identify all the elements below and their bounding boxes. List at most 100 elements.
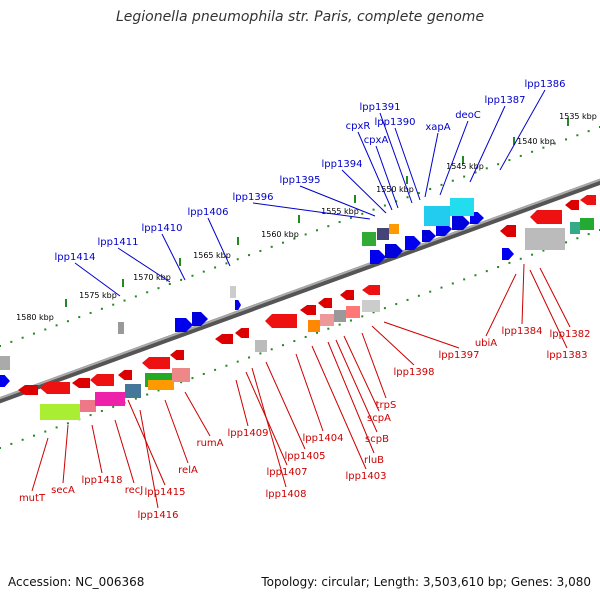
forward-gene-label: xapA xyxy=(425,122,450,133)
inner-scale-dot xyxy=(112,405,115,408)
reverse-gene-block xyxy=(580,218,594,230)
reverse-gene-block xyxy=(334,310,346,322)
backbone-highlight xyxy=(0,178,600,400)
inner-scale-dot xyxy=(293,340,296,343)
reverse-leader-line xyxy=(127,399,166,486)
genome-summary-text: Topology: circular; Length: 3,503,610 bp… xyxy=(261,575,591,589)
reverse-gene-block xyxy=(125,384,141,398)
outer-scale-dot xyxy=(0,345,1,347)
reverse-gene-label: lpp1397 xyxy=(439,350,480,361)
outer-scale-dot xyxy=(474,171,477,174)
forward-gene-label: lpp1414 xyxy=(55,252,96,263)
reverse-gene-arrow xyxy=(565,200,579,210)
outer-scale-dot xyxy=(202,270,205,273)
outer-scale-dot xyxy=(451,179,454,182)
reverse-gene-label: rluB xyxy=(364,455,384,466)
forward-gene-arrow xyxy=(192,312,208,326)
outer-scale-dot xyxy=(565,138,568,141)
inner-scale-dot xyxy=(270,348,273,351)
reverse-gene-arrow xyxy=(90,374,114,386)
reverse-gene-arrow xyxy=(500,225,516,237)
outer-scale-dot xyxy=(78,316,81,319)
inner-scale-dot xyxy=(259,352,262,355)
inner-scale-dot xyxy=(417,294,420,297)
reverse-gene-block xyxy=(95,392,125,406)
outer-scale-dot xyxy=(157,287,160,290)
reverse-gene-block xyxy=(308,320,320,332)
forward-gene-label: lpp1395 xyxy=(280,175,321,186)
inner-scale-dot xyxy=(248,356,251,359)
inner-scale-dot xyxy=(100,409,103,412)
kbp-scale: 1535 kbp 1540 kbp 1545 kbp 1550 kbp 1555 kbp… xyxy=(0,112,600,449)
outer-scale-dot xyxy=(587,130,590,133)
inner-scale-dot xyxy=(440,286,443,289)
reverse-leader-line xyxy=(164,399,189,464)
reverse-leader-line xyxy=(327,341,375,454)
outer-scale-dot xyxy=(248,254,251,257)
outer-scale-dot xyxy=(304,233,307,236)
outer-scale-dot xyxy=(10,340,13,343)
forward-leader-line xyxy=(375,145,399,209)
reverse-gene-arrow xyxy=(170,350,184,360)
inner-scale-dot xyxy=(146,393,149,396)
reverse-leader-line xyxy=(251,367,287,488)
reverse-leader-line xyxy=(383,321,460,349)
outer-scale-dot xyxy=(225,262,228,265)
reverse-gene-block xyxy=(570,222,580,234)
forward-gene-label: lpp1387 xyxy=(485,95,526,106)
outer-scale-dot xyxy=(180,278,183,281)
outer-scale-dot xyxy=(440,183,443,186)
reverse-gene-label: scpB xyxy=(365,434,389,445)
outer-scale-dot xyxy=(553,142,556,145)
forward-gene-block xyxy=(377,228,389,240)
forward-leader-line xyxy=(299,185,376,217)
inner-scale-dot xyxy=(157,389,160,392)
reverse-leader-line xyxy=(529,269,568,349)
kbp-label: 1545 kbp xyxy=(446,162,484,171)
inner-scale-dot xyxy=(429,290,432,293)
reverse-gene-arrow xyxy=(18,385,38,395)
outer-scale-dot xyxy=(531,150,534,153)
outer-scale-dot xyxy=(429,187,432,190)
kbp-label: 1535 kbp xyxy=(559,112,597,121)
reverse-gene-label: rumA xyxy=(196,438,223,449)
outer-scale-dot xyxy=(372,208,375,211)
inner-scale-dot xyxy=(0,447,1,449)
inner-scale-dot xyxy=(485,270,488,273)
reverse-gene-label: lpp1405 xyxy=(285,451,326,462)
reverse-gene-arrow xyxy=(318,298,332,308)
map-title: Legionella pneumophila str. Paris, compl… xyxy=(115,9,485,25)
reverse-gene-label: recJ xyxy=(125,485,144,496)
reverse-gene-label: lpp1382 xyxy=(550,329,591,340)
reverse-gene-arrow xyxy=(340,290,354,300)
outer-scale-dot xyxy=(270,245,273,248)
forward-gene-arrow xyxy=(175,318,193,332)
forward-gene-arrow xyxy=(0,375,10,387)
reverse-gene-block xyxy=(320,314,334,326)
kbp-label: 1540 kbp xyxy=(517,137,555,146)
outer-scale-dot xyxy=(327,225,330,228)
reverse-gene-label: trpS xyxy=(376,400,397,411)
outer-scale-dot xyxy=(100,307,103,310)
forward-gene-label: lpp1391 xyxy=(360,102,401,113)
forward-leader-line xyxy=(252,202,371,220)
reverse-gene-label: lpp1408 xyxy=(266,489,307,500)
outer-scale-dot xyxy=(89,311,92,314)
forward-leader-line xyxy=(117,247,171,283)
reverse-leader-line xyxy=(91,424,103,474)
forward-gene-block xyxy=(118,322,124,334)
outer-scale-dot xyxy=(55,324,58,327)
forward-gene-label: cpxA xyxy=(364,135,389,146)
reverse-gene-label: secA xyxy=(51,485,75,496)
inner-scale-dot xyxy=(315,331,318,334)
inner-scale-dot xyxy=(338,323,341,326)
forward-leader-line xyxy=(341,169,387,214)
forward-gene-block xyxy=(230,286,236,298)
reverse-gene-block xyxy=(525,228,565,250)
forward-gene-block xyxy=(450,198,474,216)
reverse-gene-label: lpp1415 xyxy=(145,487,186,498)
inner-scale-dot xyxy=(361,315,364,318)
forward-gene-arrow xyxy=(370,250,386,264)
reverse-gene-arrow xyxy=(215,334,233,344)
